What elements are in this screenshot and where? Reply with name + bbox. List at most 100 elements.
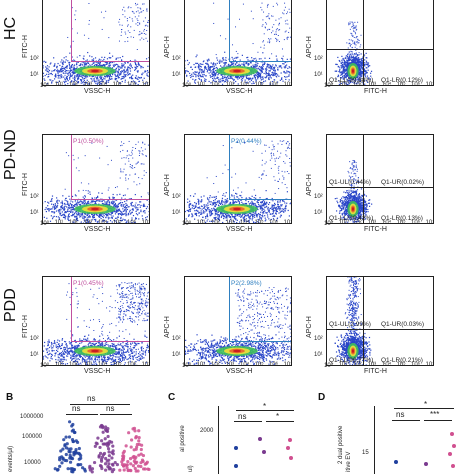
event-dot	[100, 65, 102, 67]
event-dot	[188, 207, 191, 209]
event-dot	[219, 65, 222, 67]
event-dot	[124, 41, 126, 43]
event-dot	[116, 75, 118, 77]
event-dot	[349, 21, 351, 23]
event-dot	[115, 220, 117, 222]
event-dot	[341, 67, 343, 69]
event-dot	[55, 74, 57, 76]
event-dot	[257, 62, 259, 65]
event-dot	[64, 79, 67, 81]
event-dot	[131, 18, 133, 20]
event-dot	[350, 78, 352, 80]
event-dot	[355, 59, 357, 61]
event-dot	[123, 72, 125, 74]
event-dot	[226, 65, 228, 67]
event-dot	[204, 78, 206, 80]
event-dot	[241, 201, 243, 203]
event-dot	[119, 18, 121, 20]
event-dot	[192, 204, 194, 206]
event-dot	[83, 199, 85, 201]
event-dot	[54, 63, 56, 65]
event-dot	[358, 60, 360, 63]
event-dot	[61, 70, 63, 72]
event-dot	[250, 218, 252, 220]
y-axis-label: APC-H	[306, 36, 313, 58]
event-dot	[247, 215, 249, 217]
event-dot	[287, 209, 289, 212]
event-dot	[98, 58, 100, 60]
event-dot	[97, 82, 99, 84]
event-dot	[249, 60, 251, 62]
event-dot	[58, 80, 60, 82]
event-dot	[262, 204, 265, 206]
event-dot	[107, 75, 110, 77]
event-dot	[255, 197, 257, 199]
event-dot	[139, 31, 141, 33]
event-dot	[355, 49, 357, 51]
event-dot	[49, 200, 52, 202]
event-dot	[100, 77, 102, 79]
event-dot	[352, 56, 354, 58]
event-dot	[281, 57, 283, 60]
event-dot	[231, 215, 234, 218]
x-tick-label: 10²	[211, 82, 220, 88]
event-dot	[261, 9, 263, 11]
event-dot	[200, 205, 203, 207]
event-dot	[255, 80, 257, 82]
event-dot	[257, 202, 259, 204]
event-dot	[89, 193, 91, 195]
event-dot	[64, 84, 66, 85]
event-dot	[120, 67, 122, 69]
event-dot	[343, 69, 345, 71]
event-dot	[62, 195, 64, 197]
event-dot	[279, 79, 281, 81]
event-dot	[243, 220, 246, 222]
event-dot	[126, 208, 129, 211]
event-dot	[116, 210, 118, 213]
event-dot	[82, 81, 84, 83]
event-dot	[209, 210, 212, 212]
event-dot	[341, 72, 344, 74]
event-dot	[224, 195, 226, 197]
event-dot	[85, 190, 87, 192]
event-dot	[124, 61, 126, 64]
event-dot	[96, 78, 98, 80]
event-dot	[272, 218, 275, 220]
event-dot	[355, 57, 357, 60]
event-dot	[288, 215, 290, 217]
event-dot	[61, 211, 63, 213]
x-tick-label: 10⁴	[98, 220, 108, 226]
event-dot	[72, 215, 74, 217]
event-dot	[195, 202, 198, 205]
event-dot	[353, 58, 355, 60]
event-dot	[347, 58, 350, 60]
event-dot	[104, 75, 106, 77]
event-dot	[192, 205, 194, 207]
event-dot	[148, 210, 149, 213]
event-dot	[348, 65, 350, 67]
event-dot	[231, 62, 233, 65]
event-dot	[281, 48, 283, 50]
event-dot	[275, 37, 277, 39]
event-dot	[57, 77, 59, 79]
event-dot	[127, 74, 129, 76]
event-dot	[96, 214, 98, 216]
event-dot	[245, 197, 247, 199]
event-dot	[251, 66, 253, 68]
event-dot	[236, 62, 238, 64]
event-dot	[277, 69, 279, 71]
event-dot	[218, 216, 220, 218]
event-dot	[352, 57, 354, 59]
event-dot	[130, 77, 133, 79]
event-dot	[252, 77, 254, 79]
event-dot	[346, 42, 348, 44]
event-dot	[357, 59, 359, 61]
event-dot	[283, 13, 285, 15]
event-dot	[128, 66, 130, 69]
event-dot	[211, 204, 213, 206]
event-dot	[83, 203, 85, 205]
event-dot	[194, 205, 196, 207]
event-dot	[120, 73, 122, 75]
event-dot	[264, 217, 266, 219]
y-tick-label: 10²	[314, 56, 323, 62]
